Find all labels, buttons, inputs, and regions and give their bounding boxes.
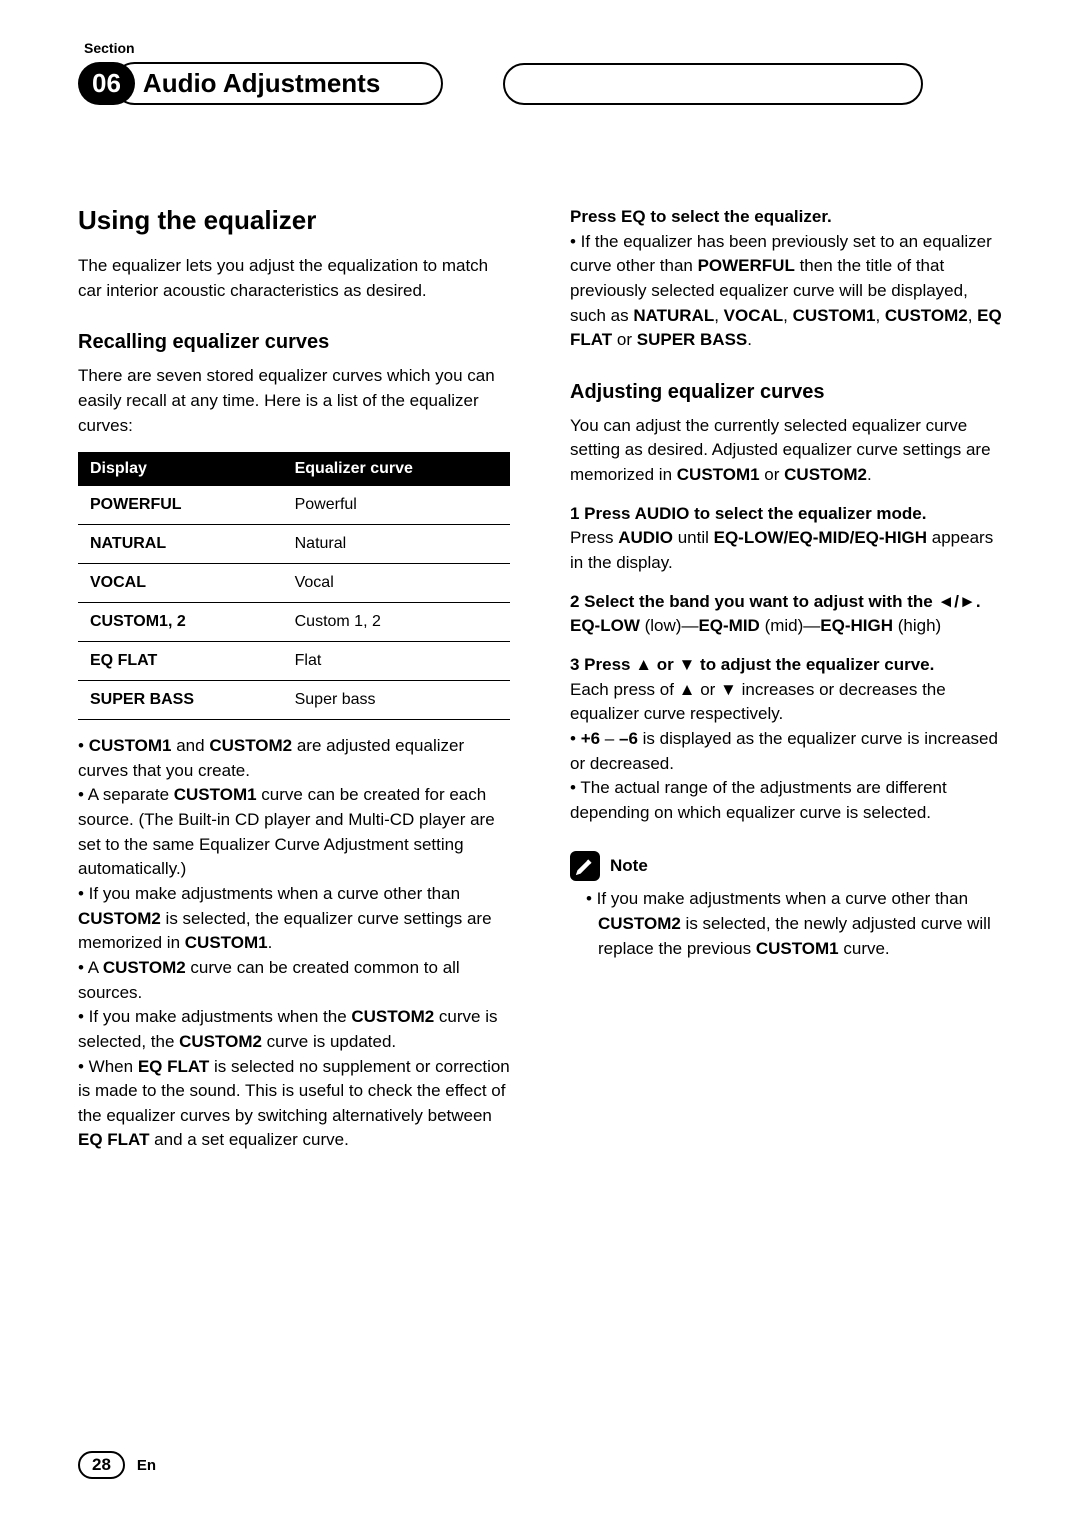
right-column: Press EQ to select the equalizer. • If t… [570, 205, 1002, 1153]
intro-text: The equalizer lets you adjust the equali… [78, 254, 510, 303]
bullet: • CUSTOM1 and CUSTOM2 are adjusted equal… [78, 734, 510, 783]
empty-header-pill [503, 63, 923, 105]
press-eq-heading: Press EQ to select the equalizer. [570, 205, 1002, 230]
note-body: • If you make adjustments when a curve o… [570, 887, 1002, 961]
heading-recalling: Recalling equalizer curves [78, 331, 510, 354]
bullet: • A CUSTOM2 curve can be created common … [78, 956, 510, 1005]
left-column: Using the equalizer The equalizer lets y… [78, 205, 510, 1153]
heading-adjusting: Adjusting equalizer curves [570, 381, 1002, 404]
note-label: Note [610, 856, 648, 876]
bullet: • A separate CUSTOM1 curve can be create… [78, 783, 510, 882]
equalizer-table: Display Equalizer curve POWERFULPowerful… [78, 452, 510, 720]
step-2-body: EQ-LOW (low)—EQ-MID (mid)—EQ-HIGH (high) [570, 614, 1002, 639]
chapter-header: 06 Audio Adjustments [78, 62, 1002, 105]
step-3-head: 3 Press ▲ or ▼ to adjust the equalizer c… [570, 653, 1002, 678]
chapter-title: Audio Adjustments [113, 62, 443, 105]
bullet: • When EQ FLAT is selected no supplement… [78, 1055, 510, 1154]
table-row: SUPER BASSSuper bass [78, 681, 510, 720]
page-footer: 28 En [78, 1451, 156, 1479]
bullet: • If you make adjustments when a curve o… [78, 882, 510, 956]
section-label: Section [84, 40, 1002, 56]
step-2-head: 2 Select the band you want to adjust wit… [570, 590, 1002, 615]
step-3: 3 Press ▲ or ▼ to adjust the equalizer c… [570, 653, 1002, 825]
bullet-list-left: • CUSTOM1 and CUSTOM2 are adjusted equal… [78, 734, 510, 1153]
language-label: En [137, 1457, 156, 1474]
pencil-icon [570, 851, 600, 881]
table-header-display: Display [78, 452, 283, 486]
step-3-body: Each press of ▲ or ▼ increases or decrea… [570, 678, 1002, 727]
step-2: 2 Select the band you want to adjust wit… [570, 590, 1002, 639]
bullet: • If you make adjustments when the CUSTO… [78, 1005, 510, 1054]
table-header-curve: Equalizer curve [283, 452, 510, 486]
table-row: CUSTOM1, 2Custom 1, 2 [78, 603, 510, 642]
table-row: NATURALNatural [78, 525, 510, 564]
step-3-bullet: • The actual range of the adjustments ar… [570, 776, 1002, 825]
adjust-intro: You can adjust the currently selected eq… [570, 414, 1002, 488]
press-eq-bullet: • If the equalizer has been previously s… [570, 230, 1002, 353]
page-number: 28 [78, 1451, 125, 1479]
step-1-head: 1 Press AUDIO to select the equalizer mo… [570, 502, 1002, 527]
table-row: EQ FLATFlat [78, 642, 510, 681]
note-header: Note [570, 851, 1002, 881]
step-1: 1 Press AUDIO to select the equalizer mo… [570, 502, 1002, 576]
step-3-bullet: • +6 – –6 is displayed as the equalizer … [570, 727, 1002, 776]
table-row: VOCALVocal [78, 564, 510, 603]
recall-intro: There are seven stored equalizer curves … [78, 364, 510, 438]
chapter-number-badge: 06 [78, 62, 135, 105]
table-row: POWERFULPowerful [78, 486, 510, 525]
step-1-body: Press AUDIO until EQ-LOW/EQ-MID/EQ-HIGH … [570, 526, 1002, 575]
heading-using-equalizer: Using the equalizer [78, 205, 510, 236]
